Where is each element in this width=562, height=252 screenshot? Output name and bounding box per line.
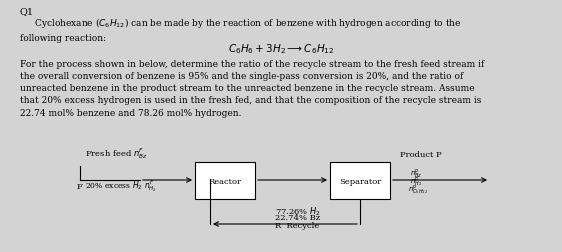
Text: Reactor: Reactor	[209, 177, 242, 185]
Text: R  Recycle: R Recycle	[275, 221, 319, 229]
Bar	[330, 162, 390, 199]
Text: 22.74% Bz: 22.74% Bz	[275, 213, 320, 221]
Text: Cyclohexane ($C_6H_{12}$) can be made by the reaction of benzene with hydrogen a: Cyclohexane ($C_6H_{12}$) can be made by…	[20, 16, 461, 42]
Text: $n^p_{H_2}$: $n^p_{H_2}$	[410, 175, 422, 188]
Text: Separator: Separator	[339, 177, 381, 185]
Text: 77.26% $H_2$: 77.26% $H_2$	[275, 205, 321, 218]
Text: Fresh feed $n^F_{Bz}$: Fresh feed $n^F_{Bz}$	[85, 145, 148, 160]
Text: F: F	[77, 182, 83, 190]
Bar	[195, 162, 255, 199]
Text: For the process shown in below, determine the ratio of the recycle stream to the: For the process shown in below, determin…	[20, 60, 484, 117]
Text: $C_6H_6 + 3H_2 \longrightarrow C_6H_{12}$: $C_6H_6 + 3H_2 \longrightarrow C_6H_{12}…	[228, 42, 334, 56]
Text: Product P: Product P	[400, 150, 442, 158]
Text: 20% excess $H_2$ $n^F_{H_2}$: 20% excess $H_2$ $n^F_{H_2}$	[85, 177, 157, 193]
Text: $n^p_{C_6H_{12}}$: $n^p_{C_6H_{12}}$	[408, 183, 428, 196]
Text: $n^p_{Bz}$: $n^p_{Bz}$	[410, 167, 423, 180]
Text: Q1: Q1	[20, 7, 34, 16]
